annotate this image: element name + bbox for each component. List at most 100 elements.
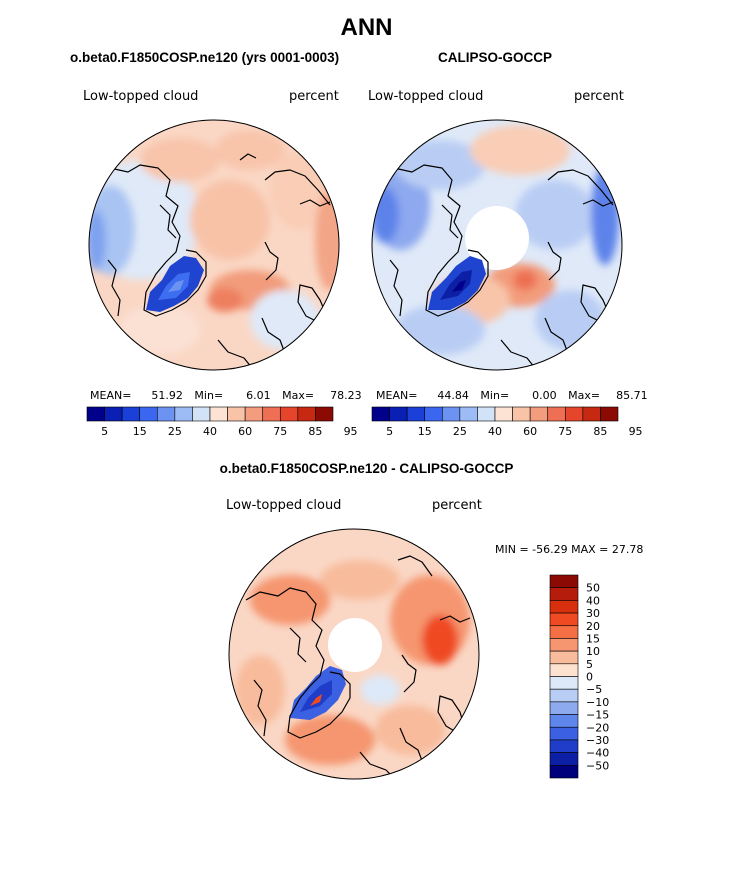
- obs-colorbar-tick-label: 95: [629, 425, 643, 438]
- obs-colorbar-tick-label: 40: [488, 425, 502, 438]
- obs-variable-label: Low-topped cloud: [368, 89, 484, 104]
- model-mean-value: 51.92: [151, 389, 183, 402]
- model-colorbar-tick-label: 75: [273, 425, 287, 438]
- diff-colorbar-swatch: [549, 587, 579, 601]
- diff-colorbar-swatch: [549, 688, 579, 703]
- diff-colorbar-swatch: [549, 714, 579, 728]
- model-colorbar-swatch: [227, 406, 246, 422]
- figure-title: ANN: [340, 14, 393, 41]
- diff-map: [228, 528, 480, 780]
- model-colorbar-swatch: [209, 406, 228, 422]
- model-units-label: percent: [289, 89, 339, 104]
- model-colorbar-tick-label: 25: [168, 425, 182, 438]
- model-colorbar-tick-label: 85: [308, 425, 322, 438]
- diff-colorbar-swatch: [549, 701, 579, 715]
- obs-max-label: Max=: [568, 389, 601, 402]
- model-colorbar-swatch: [297, 406, 316, 422]
- obs-colorbar-swatch: [494, 406, 513, 422]
- model-max-value: 78.23: [330, 389, 362, 402]
- model-min-label: Min=: [194, 389, 224, 402]
- diff-minmax: MIN = -56.29 MAX = 27.78: [495, 543, 644, 556]
- obs-colorbar-swatch: [389, 406, 408, 422]
- diff-colorbar-tick-label: −30: [586, 734, 609, 747]
- diff-variable-label: Low-topped cloud: [226, 498, 342, 513]
- obs-colorbar-tick-label: 5: [386, 425, 393, 438]
- obs-colorbar-tick-label: 15: [418, 425, 432, 438]
- obs-colorbar-swatch: [371, 406, 390, 422]
- model-variable-label: Low-topped cloud: [83, 89, 199, 104]
- diff-colorbar-tick-label: 50: [586, 582, 600, 595]
- model-colorbar-swatch: [156, 406, 176, 422]
- diff-colorbar-tick-label: −10: [586, 696, 609, 709]
- obs-colorbar-swatch: [529, 406, 549, 422]
- model-mean-label: MEAN=: [90, 389, 132, 402]
- obs-colorbar-swatch: [477, 406, 496, 422]
- model-min-value: 6.01: [246, 389, 271, 402]
- diff-colorbar-swatch: [549, 765, 579, 779]
- model-colorbar-swatch: [279, 406, 299, 422]
- model-map: [88, 119, 340, 371]
- model-colorbar-swatch: [192, 406, 211, 422]
- obs-colorbar: 5 15 25 40 60 75 85 95: [371, 406, 643, 438]
- diff-colorbar-swatch: [549, 625, 579, 639]
- diff-colorbar-swatch: [549, 752, 579, 766]
- diff-colorbar-swatch: [549, 574, 579, 588]
- model-colorbar-swatch: [262, 406, 281, 422]
- obs-mean-label: MEAN=: [376, 389, 418, 402]
- diff-colorbar-tick-label: 40: [586, 594, 600, 607]
- obs-map: [371, 119, 623, 371]
- diff-colorbar-swatch: [549, 726, 579, 741]
- obs-mean-value: 44.84: [437, 389, 469, 402]
- model-colorbar-tick-label: 5: [101, 425, 108, 438]
- obs-colorbar-swatch: [512, 406, 531, 422]
- diff-colorbar-tick-label: −5: [586, 683, 602, 696]
- model-colorbar-tick-label: 95: [344, 425, 358, 438]
- diff-units-label: percent: [432, 498, 482, 513]
- diff-colorbar-tick-label: −20: [586, 721, 609, 734]
- diff-colorbar-swatch: [549, 600, 579, 614]
- model-colorbar-tick-label: 40: [203, 425, 217, 438]
- obs-colorbar-tick-label: 85: [593, 425, 607, 438]
- model-colorbar-tick-label: 15: [133, 425, 147, 438]
- model-colorbar-swatch: [86, 406, 105, 422]
- diff-colorbar-tick-label: −40: [586, 747, 609, 760]
- model-stats: MEAN= 51.92 Min= 6.01 Max= 78.23: [90, 389, 362, 402]
- model-max-label: Max=: [282, 389, 315, 402]
- diff-colorbar-tick-label: 0: [586, 671, 593, 684]
- model-colorbar-swatch: [104, 406, 123, 422]
- diff-panel-title: o.beta0.F1850COSP.ne120 - CALIPSO-GOCCP: [219, 461, 514, 476]
- diff-colorbar-tick-label: 20: [586, 620, 600, 633]
- obs-colorbar-tick-label: 60: [523, 425, 537, 438]
- obs-stats: MEAN= 44.84 Min= 0.00 Max= 85.71: [376, 389, 648, 402]
- diff-colorbar-swatch: [549, 638, 579, 652]
- obs-colorbar-swatch: [564, 406, 584, 422]
- obs-units-label: percent: [574, 89, 624, 104]
- obs-colorbar-swatch: [406, 406, 426, 422]
- diff-colorbar-tick-label: 30: [586, 607, 600, 620]
- model-panel-title: o.beta0.F1850COSP.ne120 (yrs 0001-0003): [70, 50, 340, 65]
- diff-colorbar-swatch: [549, 739, 579, 753]
- obs-colorbar-swatch: [547, 406, 566, 422]
- obs-colorbar-swatch: [459, 406, 478, 422]
- obs-panel-title: CALIPSO-GOCCP: [438, 50, 553, 65]
- obs-colorbar-swatch: [600, 406, 619, 422]
- obs-colorbar-swatch: [582, 406, 601, 422]
- diff-colorbar-tick-label: −15: [586, 709, 609, 722]
- model-colorbar-swatch: [244, 406, 264, 422]
- obs-min-value: 0.00: [532, 389, 557, 402]
- model-colorbar-tick-label: 60: [238, 425, 252, 438]
- obs-colorbar-tick-label: 75: [558, 425, 572, 438]
- obs-colorbar-swatch: [424, 406, 443, 422]
- diff-colorbar-swatch: [549, 663, 579, 677]
- diff-colorbar-swatch: [549, 676, 579, 690]
- obs-colorbar-tick-label: 25: [453, 425, 467, 438]
- diff-colorbar-swatch: [549, 650, 579, 665]
- model-colorbar-swatch: [139, 406, 158, 422]
- model-colorbar-swatch: [315, 406, 334, 422]
- model-colorbar-swatch: [121, 406, 141, 422]
- obs-colorbar-swatch: [441, 406, 461, 422]
- model-colorbar: 5 15 25 40 60 75 85 95: [86, 406, 358, 438]
- diff-colorbar-tick-label: 5: [586, 658, 593, 671]
